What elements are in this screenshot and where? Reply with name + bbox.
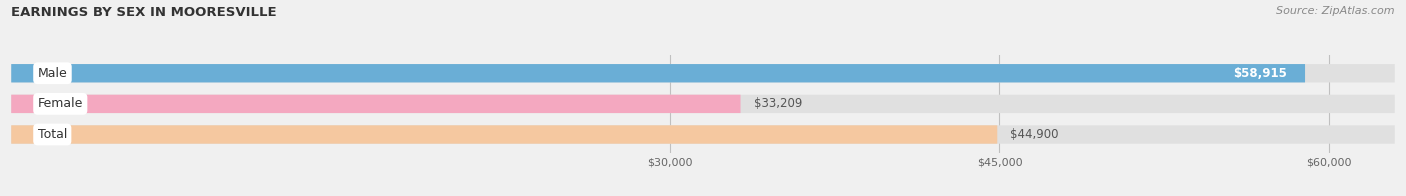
FancyBboxPatch shape xyxy=(11,125,1395,144)
Text: Male: Male xyxy=(38,67,67,80)
Text: $33,209: $33,209 xyxy=(754,97,801,110)
FancyBboxPatch shape xyxy=(11,64,1395,83)
FancyBboxPatch shape xyxy=(11,95,1395,113)
Text: Total: Total xyxy=(38,128,67,141)
Text: Female: Female xyxy=(38,97,83,110)
FancyBboxPatch shape xyxy=(11,64,1305,83)
Text: $58,915: $58,915 xyxy=(1233,67,1288,80)
FancyBboxPatch shape xyxy=(11,125,997,144)
Text: EARNINGS BY SEX IN MOORESVILLE: EARNINGS BY SEX IN MOORESVILLE xyxy=(11,6,277,19)
Text: $44,900: $44,900 xyxy=(1011,128,1059,141)
FancyBboxPatch shape xyxy=(11,95,741,113)
Text: Source: ZipAtlas.com: Source: ZipAtlas.com xyxy=(1277,6,1395,16)
